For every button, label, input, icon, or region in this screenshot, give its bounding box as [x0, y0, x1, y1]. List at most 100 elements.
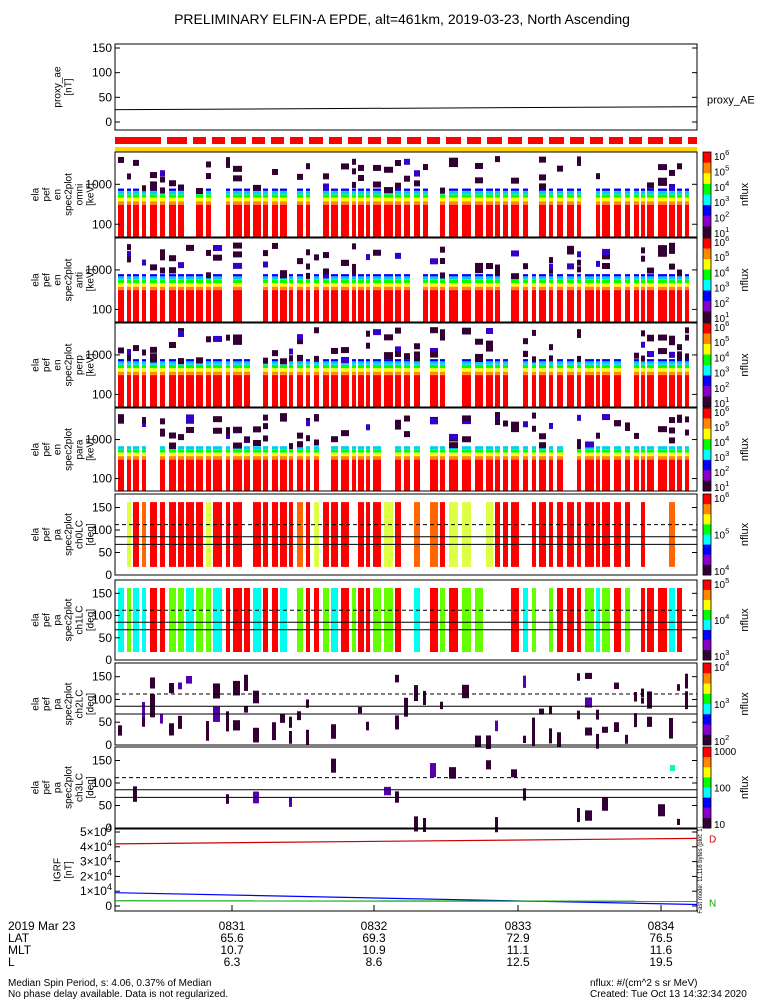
orbit-status-dash-20	[549, 137, 564, 144]
panel1-spectrogram-cell-2-4	[133, 191, 139, 195]
panel4-spectrogram-speck-41-2	[495, 412, 500, 419]
panel3-spectrogram-cell-49-1	[567, 371, 574, 375]
orbit-status-dash-15	[446, 137, 461, 144]
time-axis-date: 2019 Mar 23	[8, 919, 76, 933]
panel7-ylabel-4: ch2LC	[75, 690, 86, 719]
panel3-spectrogram-cell-23-4	[323, 361, 329, 365]
panel1-spectrogram-cell-15-4	[253, 191, 261, 195]
panel1-spectrogram-cell-12-0	[226, 204, 230, 237]
panel7-ytick-0: 150	[92, 670, 112, 684]
panel1-spectrogram-cell-1-0	[127, 204, 131, 237]
panel2-spectrogram-speck-50-1	[577, 266, 581, 273]
panel2-spectrogram-cell-58-1	[647, 286, 654, 290]
panel3-spectrogram-cell-47-4	[549, 361, 553, 365]
panel7-pa-speck-50-0	[577, 710, 580, 720]
panel4-spectrogram-cell-25-0	[341, 459, 349, 491]
panel4-spectrogram-cell-53-1	[602, 456, 610, 460]
panel3-ylabel-5: [keV]	[86, 353, 97, 376]
panel2-spectrogram-cell-2-1	[133, 286, 139, 290]
panel2-spectrogram-cell-40-2	[486, 283, 493, 287]
panel8-pa-speck-30-0	[384, 786, 391, 796]
panel6-colorbar	[702, 579, 712, 661]
panel8-ytick-1: 100	[92, 776, 112, 790]
panel2-spectrogram-cell-45-5	[532, 274, 536, 277]
panel3-spectrogram-cell-54-0	[614, 375, 621, 407]
panel7-pa-speck-45-1	[532, 733, 535, 747]
panel3-spectrogram-cell-28-1	[366, 371, 370, 375]
panel3-spectrogram-speck-31-1	[395, 350, 401, 357]
panel2-spectrogram-cell-23-2	[323, 283, 329, 287]
panel4-spectrogram-cell-27-0	[358, 459, 364, 491]
panel4-spectrogram-speck-61-1	[677, 416, 682, 423]
panel4-spectrogram-cell-22-2	[314, 452, 319, 456]
panel3-spectrogram-cell-40-1	[486, 371, 493, 375]
panel3-spectrogram-speck-20-1	[297, 334, 303, 341]
panel3-spectrogram-cell-22-1	[314, 371, 319, 375]
panel4-spectrogram-cell-37-2	[449, 452, 458, 456]
panel1-spectrogram-cell-40-3	[486, 194, 493, 198]
panel2-spectrogram-cell-19-3	[289, 280, 293, 284]
panel1-spectrogram-cell-42-0	[503, 204, 508, 237]
panel3-spectrogram-cell-45-0	[532, 375, 536, 407]
panel1-spectrogram-cell-0-3	[118, 194, 124, 198]
panel2-spectrogram-cell-22-5	[314, 274, 319, 277]
panel2-spectrogram-cell-46-5	[539, 274, 546, 277]
panel3-spectrogram-cell-53-2	[602, 368, 610, 372]
panel3-spectrogram-cell-17-0	[272, 375, 278, 407]
panel3-spectrogram-cell-56-3	[634, 365, 639, 369]
panel7-pa-speck-36-0	[440, 701, 443, 710]
panel2-spectrogram-cell-50-2	[577, 283, 581, 287]
panel4-spectrogram-speck-22-1	[314, 414, 319, 421]
panel1-colorbar-tick-5: 101	[714, 225, 729, 240]
panel1-spectrogram-cell-53-5	[602, 188, 610, 191]
panel4-colorbar-band-4	[703, 449, 711, 461]
panel2-spectrogram-cell-17-5	[272, 274, 278, 277]
panel6-pa-column-45	[532, 588, 536, 652]
panel1-spectrogram	[118, 156, 689, 237]
panel2-spectrogram-speck-1-2	[127, 256, 131, 263]
panel2-spectrogram-cell-26-5	[352, 274, 356, 277]
panel3-spectrogram-cell-35-1	[430, 371, 438, 375]
panel4-spectrogram-cell-55-2	[625, 452, 630, 456]
panel1-spectrogram-cell-14-0	[244, 204, 250, 237]
panel3-spectrogram-cell-32-0	[404, 375, 410, 407]
panel5-pa-column-9	[196, 502, 203, 567]
panel4-spectrogram-cell-40-0	[486, 459, 493, 491]
panel1-spectrogram-cell-2-5	[133, 188, 139, 191]
panel3-spectrogram-cell-12-1	[226, 371, 230, 375]
panel3-spectrogram-cell-44-2	[523, 368, 528, 372]
panel2-spectrogram-cell-37-3	[449, 280, 458, 284]
panel4-spectrogram-cell-14-3	[244, 449, 250, 453]
panel3-spectrogram-speck-25-0	[341, 356, 349, 363]
orbit-status-dash-16	[467, 137, 481, 144]
panel4-spectrogram-speck-31-0	[395, 423, 401, 430]
panel3-spectrogram-speck-4-2	[150, 346, 157, 353]
panel5-colorbar-band-7	[703, 564, 711, 576]
panel5-ytick-1: 100	[92, 523, 112, 537]
panel4-spectrogram-cell-12-3	[226, 449, 230, 453]
panel2-spectrogram-cell-31-4	[395, 276, 401, 280]
panel2-spectrogram-cell-34-3	[423, 280, 428, 284]
panel4-spectrogram-speck-47-0	[549, 422, 553, 429]
time-row-label-LAT: LAT	[8, 931, 30, 945]
panel2-spectrogram-cell-61-4	[677, 276, 682, 280]
panel1-spectrogram-cell-23-1	[323, 201, 329, 205]
panel2-spectrogram-speck-40-0	[486, 263, 493, 270]
panel1-spectrogram-cell-44-0	[523, 204, 528, 237]
panel1-spectrogram-cell-30-0	[384, 204, 393, 237]
panel2-spectrogram-speck-5-0	[160, 267, 165, 274]
panel4-spectrogram-cell-12-0	[226, 459, 230, 491]
panel3-spectrogram-cell-9-3	[196, 365, 203, 369]
panel2-spectrogram-cell-38-2	[462, 283, 471, 287]
panel3-spectrogram-cell-21-1	[306, 371, 310, 375]
panel4-ytick-0: 1000	[85, 433, 112, 447]
panel1-spectrogram-cell-18-4	[280, 191, 287, 195]
panel2-spectrogram-cell-4-2	[150, 283, 157, 287]
panel3-spectrogram-cell-52-5	[596, 359, 600, 362]
panel4-spectrogram-cell-5-3	[160, 449, 165, 453]
panel1-spectrogram-cell-25-5	[341, 188, 349, 191]
panel4-spectrogram-cell-17-3	[272, 449, 278, 453]
panel1-spectrogram-cell-23-5	[323, 188, 329, 191]
panel5-colorbar-band-4	[703, 534, 711, 546]
panel1-spectrogram-cell-57-0	[641, 204, 645, 237]
